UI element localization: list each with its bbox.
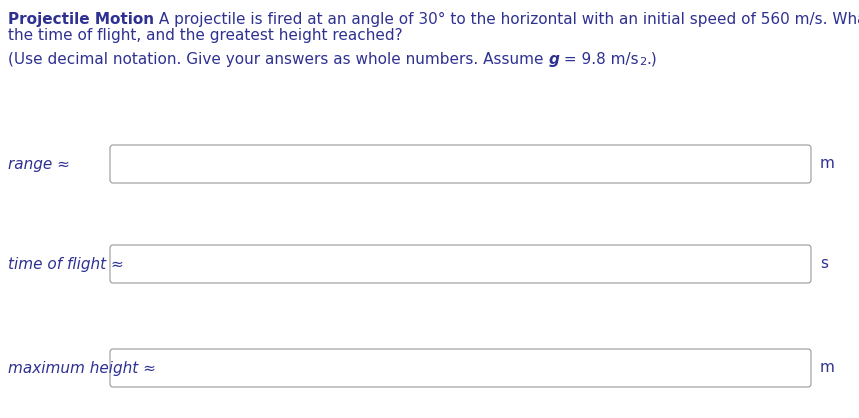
FancyBboxPatch shape <box>110 145 811 183</box>
Text: (Use decimal notation. Give your answers as whole numbers. Assume: (Use decimal notation. Give your answers… <box>8 52 548 67</box>
Text: range ≈: range ≈ <box>8 156 70 171</box>
Text: Projectile Motion: Projectile Motion <box>8 12 154 27</box>
Text: the time of flight, and the greatest height reached?: the time of flight, and the greatest hei… <box>8 28 403 43</box>
FancyBboxPatch shape <box>110 349 811 387</box>
FancyBboxPatch shape <box>110 245 811 283</box>
Text: m: m <box>820 360 835 375</box>
Text: m: m <box>820 156 835 171</box>
Text: .): .) <box>646 52 657 67</box>
Text: A projectile is fired at an angle of 30° to the horizontal with an initial speed: A projectile is fired at an angle of 30°… <box>154 12 859 27</box>
Text: g: g <box>548 52 559 67</box>
Text: = 9.8 m/s: = 9.8 m/s <box>559 52 639 67</box>
Text: s: s <box>820 257 828 272</box>
Text: maximum height ≈: maximum height ≈ <box>8 360 155 375</box>
Text: time of flight ≈: time of flight ≈ <box>8 257 124 272</box>
Text: 2: 2 <box>639 57 646 67</box>
